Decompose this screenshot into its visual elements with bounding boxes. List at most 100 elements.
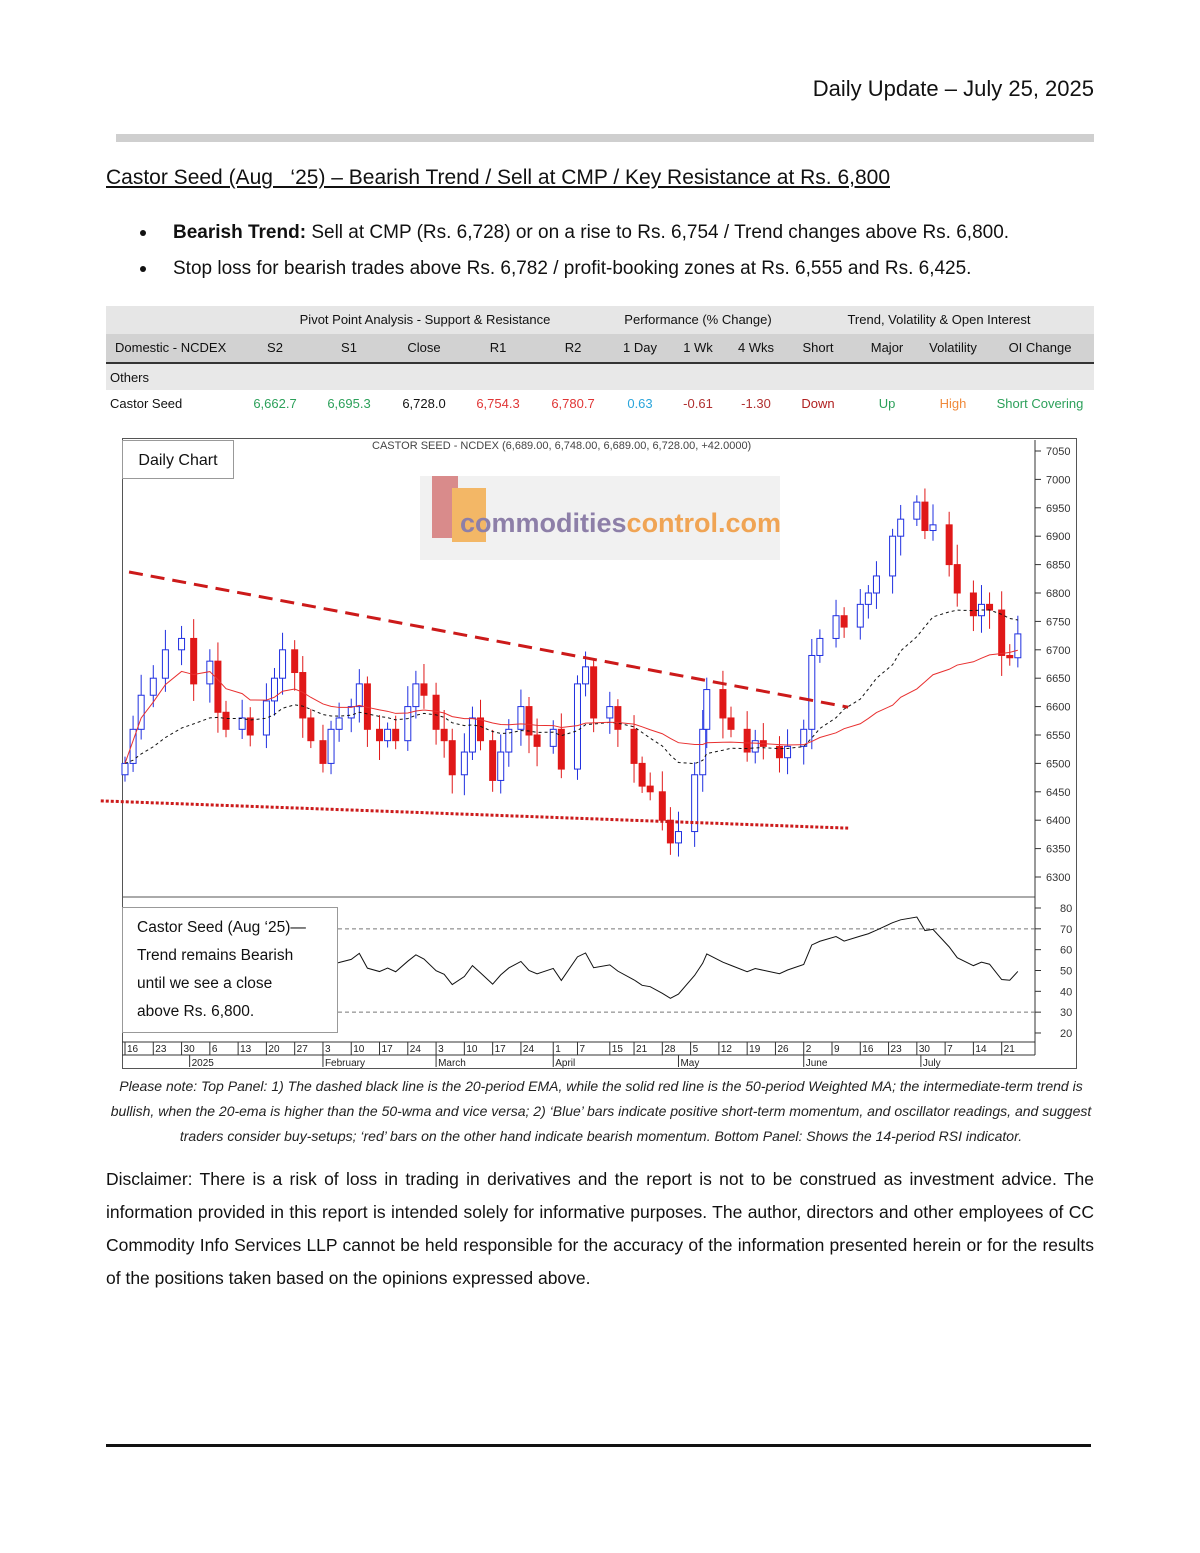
date-tick-label: 23 (891, 1044, 903, 1055)
date-tick-label: 19 (749, 1044, 761, 1055)
date-tick-label: 13 (240, 1044, 252, 1055)
month-label: March (438, 1058, 466, 1069)
table-section-row: Others (106, 364, 1094, 392)
month-label: 2025 (192, 1058, 215, 1069)
candle-body (404, 706, 412, 742)
candle-body (149, 677, 157, 696)
rsi-tick-label: 30 (1060, 1007, 1072, 1019)
candle-body (262, 700, 270, 736)
table-cell: 6,728.0 (402, 396, 446, 411)
chart-label: Daily Chart (122, 440, 234, 479)
date-tick-label: 6 (212, 1044, 218, 1055)
date-tick-label: 16 (862, 1044, 874, 1055)
table-cell: 6,754.3 (476, 396, 520, 411)
note-line: above Rs. 6,800. (137, 1003, 255, 1020)
rsi-tick-label: 60 (1060, 945, 1072, 957)
table-cell: -1.30 (741, 396, 771, 411)
note-line: until we see a close (137, 975, 273, 992)
candle-body (727, 717, 735, 730)
column-header: 1 Day (623, 340, 657, 355)
price-tick-label: 6350 (1046, 844, 1070, 856)
date-tick-label: 14 (975, 1044, 987, 1055)
candle-body (384, 728, 392, 742)
date-tick-label: 3 (438, 1044, 444, 1055)
date-tick-label: 21 (1004, 1044, 1016, 1055)
candle-body (816, 637, 824, 656)
candle-body (270, 677, 278, 702)
candle-body (291, 649, 299, 674)
candle-body (743, 728, 751, 753)
date-tick-label: 17 (382, 1044, 394, 1055)
column-header: 1 Wk (683, 340, 713, 355)
candle-body (582, 666, 590, 685)
candle-body (327, 728, 335, 764)
candle-body (646, 785, 654, 793)
price-tick-label: 6450 (1046, 787, 1070, 799)
support-trendline (100, 799, 849, 830)
candle-body (775, 745, 783, 759)
wma50-line (124, 649, 1018, 764)
rsi-tick-label: 50 (1060, 965, 1072, 977)
table-row: Castor Seed 6,662.7 6,695.3 6,728.0 6,754.3 6… (106, 390, 1094, 418)
date-tick-label: 24 (523, 1044, 535, 1055)
watermark-text: commoditiescontrol.com (460, 508, 781, 539)
candle-body (691, 774, 699, 833)
date-tick-label: 17 (495, 1044, 507, 1055)
candle-body (658, 791, 666, 821)
candle-body (161, 649, 169, 679)
candle-body (307, 717, 315, 742)
date-tick-label: 12 (721, 1044, 733, 1055)
candle-body (998, 609, 1006, 656)
candle-body (246, 717, 254, 736)
candle-body (121, 762, 129, 776)
price-tick-label: 6800 (1046, 588, 1070, 600)
chart-note: Castor Seed (Aug ‘25)— Trend remains Bea… (122, 907, 338, 1033)
candle-body (392, 728, 400, 742)
price-tick-label: 6650 (1046, 673, 1070, 685)
date-tick-label: 24 (410, 1044, 422, 1055)
chart-frame (122, 438, 1077, 1069)
column-header: S2 (267, 340, 283, 355)
table-cell: 6,780.7 (551, 396, 595, 411)
candle-body (751, 740, 759, 753)
candle-body (945, 524, 953, 566)
month-label: February (325, 1058, 365, 1069)
bullet-icon (140, 229, 146, 236)
price-tick-label: 6950 (1046, 503, 1070, 515)
watermark-part1: commodities (460, 508, 627, 538)
price-tick-label: 6900 (1046, 531, 1070, 543)
candle-body (840, 615, 848, 628)
candle-body (412, 683, 420, 708)
date-tick-label: 7 (947, 1044, 953, 1055)
candle-body (420, 683, 428, 696)
date-tick-label: 2 (806, 1044, 812, 1055)
month-label: June (806, 1058, 828, 1069)
section-label: Others (110, 370, 150, 385)
bullet-text: Stop loss for bearish trades above Rs. 6… (173, 258, 972, 279)
table-cell: Up (878, 396, 896, 411)
candle-body (129, 728, 137, 764)
candle-body (335, 717, 343, 730)
text-section: Please note: Top Panel: 1) The dashed bl… (106, 1074, 1096, 1295)
chart-caption: Please note: Top Panel: 1) The dashed bl… (110, 1078, 1092, 1144)
date-tick-label: 20 (268, 1044, 280, 1055)
candle-body (460, 751, 468, 776)
rsi-tick-label: 20 (1060, 1028, 1072, 1040)
candle-body (864, 592, 872, 605)
candle-body (630, 728, 638, 764)
candle-body (921, 501, 929, 532)
note-line: Castor Seed (Aug ‘25)— (137, 919, 306, 936)
candle-body (1006, 654, 1014, 659)
date-tick-label: 28 (664, 1044, 676, 1055)
candle-body (505, 728, 513, 753)
date-tick-label: 27 (297, 1044, 309, 1055)
candle-body (440, 728, 448, 742)
candle-body (674, 831, 682, 844)
month-label: July (923, 1058, 941, 1069)
candle-body (889, 535, 897, 577)
disclaimer: Disclaimer: There is a risk of loss in t… (106, 1169, 1094, 1288)
table-header-row: Domestic - NCDEX S2 S1 Close R1 R2 1 Day 1 Wk 4 … (106, 334, 1094, 364)
watermark-part2: control.com (626, 508, 782, 538)
